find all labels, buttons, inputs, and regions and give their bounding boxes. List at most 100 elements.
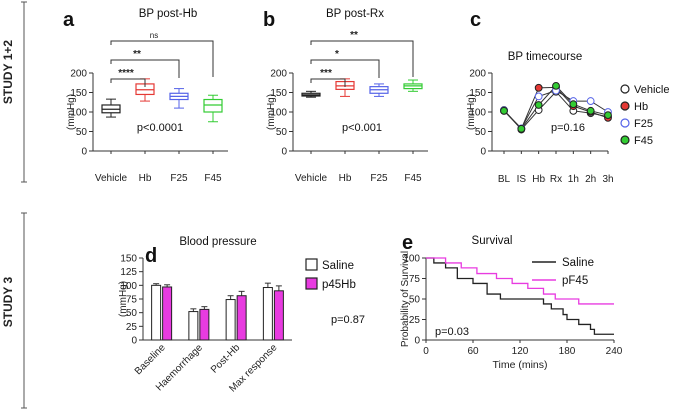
x-tick-label: BL — [498, 174, 511, 185]
x-tick-label: 2h — [585, 174, 596, 185]
y-axis-label: Probability of Survival — [400, 251, 411, 347]
bar-saline — [225, 299, 236, 341]
survival-curve-pf45 — [426, 257, 614, 305]
significance-bracket — [310, 78, 346, 87]
x-tick-label: Hb — [339, 173, 352, 184]
significance-bracket — [310, 59, 380, 78]
y-axis-label: (mmHg) — [266, 94, 277, 130]
y-tick-label: 125 — [120, 267, 137, 278]
bar-p45hb — [236, 295, 247, 341]
legend-marker-hb — [620, 101, 630, 111]
y-tick-label: 100 — [120, 281, 137, 292]
y-axis-label: (mmHg) — [466, 94, 477, 130]
p-value: p<0.0001 — [137, 122, 183, 134]
chart-title: BP post-Rx — [326, 8, 384, 20]
bar-p45hb — [273, 290, 284, 341]
y-tick-label: 150 — [469, 88, 486, 99]
y-tick-label: 50 — [76, 127, 88, 138]
x-tick-label: Vehicle — [95, 173, 128, 184]
legend-label: Vehicle — [634, 84, 669, 96]
y-tick-label: 0 — [414, 336, 420, 347]
legend-marker-f25 — [620, 118, 630, 128]
data-point-hb — [534, 83, 543, 92]
legend-label: pF45 — [562, 275, 588, 287]
bar-p45hb — [199, 308, 210, 341]
data-point-f25 — [586, 97, 595, 105]
x-axis-label: Time (mins) — [492, 359, 547, 371]
data-point-f25 — [534, 92, 543, 101]
chart-title: Blood pressure — [179, 236, 256, 248]
x-tick-label: 3h — [602, 174, 613, 185]
significance-bracket — [110, 78, 146, 87]
y-tick-label: 150 — [70, 88, 87, 99]
y-tick-label: 100 — [70, 108, 87, 119]
y-tick-label: 50 — [276, 127, 288, 138]
y-tick-label: 0 — [81, 147, 87, 158]
x-tick-label: F45 — [404, 173, 422, 184]
significance-bracket — [310, 40, 414, 77]
x-tick-label: Post-Hb — [209, 342, 243, 376]
y-tick-label: 200 — [270, 69, 287, 80]
x-tick-label: F25 — [370, 173, 388, 184]
y-tick-label: 0 — [480, 147, 486, 158]
significance-label: ** — [350, 30, 358, 41]
panel-letter-d: d — [145, 245, 157, 267]
y-tick-label: 100 — [403, 254, 420, 265]
significance-bracket — [110, 59, 180, 78]
y-tick-label: 100 — [270, 108, 287, 119]
significance-label: * — [335, 49, 339, 60]
legend-label: Saline — [322, 260, 354, 272]
study-label-bottom: STUDY 3 — [1, 276, 15, 327]
x-tick-label: IS — [517, 174, 527, 185]
bar-p45hb — [162, 286, 173, 341]
bar-saline — [262, 287, 273, 341]
x-tick-label: 1h — [568, 174, 579, 185]
y-axis-label: (mmHg) — [66, 94, 77, 130]
data-point-f45 — [569, 100, 578, 109]
significance-label: ** — [133, 49, 141, 60]
data-point-f45 — [552, 81, 560, 90]
legend-label: F25 — [634, 118, 653, 130]
x-tick-label: 180 — [559, 346, 576, 357]
x-tick-label: F25 — [170, 173, 188, 184]
p-value: p<0.001 — [342, 122, 382, 134]
y-tick-label: 50 — [126, 308, 138, 319]
x-tick-label: Hb — [532, 174, 545, 185]
chart-title: Survival — [472, 235, 513, 247]
y-tick-label: 100 — [469, 108, 486, 119]
y-tick-label: 150 — [270, 88, 287, 99]
legend-label: p45Hb — [322, 279, 356, 291]
bar-saline — [188, 311, 199, 341]
chart-title: BP post-Hb — [139, 8, 198, 20]
significance-bracket — [110, 40, 214, 77]
significance-label: *** — [320, 68, 332, 79]
y-axis-label: (mmHg) — [118, 281, 129, 317]
legend-swatch-saline — [305, 258, 318, 271]
y-tick-label: 50 — [475, 127, 487, 138]
x-tick-label: Vehicle — [295, 173, 328, 184]
panel-a-chart: BP post-Hb 0 50 100 150 200 (mmHg) Vehicle Hb F25… — [66, 8, 228, 184]
y-tick-label: 0 — [131, 336, 137, 347]
p-value: p=0.16 — [551, 122, 585, 134]
p-value: p=0.03 — [435, 326, 469, 338]
data-point-f45 — [586, 106, 595, 115]
data-point-f45 — [500, 106, 508, 115]
chart-title: BP timecourse — [508, 51, 583, 63]
panel-letter-c: c — [470, 9, 481, 31]
y-tick-label: 75 — [126, 295, 138, 306]
y-tick-label: 50 — [409, 295, 421, 306]
x-tick-label: 120 — [512, 346, 529, 357]
y-tick-label: 25 — [409, 315, 421, 326]
y-tick-label: 25 — [126, 322, 138, 333]
legend-label: F45 — [634, 135, 653, 147]
box-f45 — [203, 98, 223, 113]
x-tick-label: F45 — [204, 173, 222, 184]
data-point-f45 — [517, 124, 526, 133]
panel-b-chart: BP post-Rx 0 50 100 150 200 (mmHg) Vehicle Hb F25… — [266, 8, 428, 184]
data-point-f45 — [534, 101, 543, 109]
panel-letter-b: b — [263, 9, 275, 31]
panel-letter-a: a — [63, 9, 75, 31]
x-tick-label: Hb — [139, 173, 152, 184]
